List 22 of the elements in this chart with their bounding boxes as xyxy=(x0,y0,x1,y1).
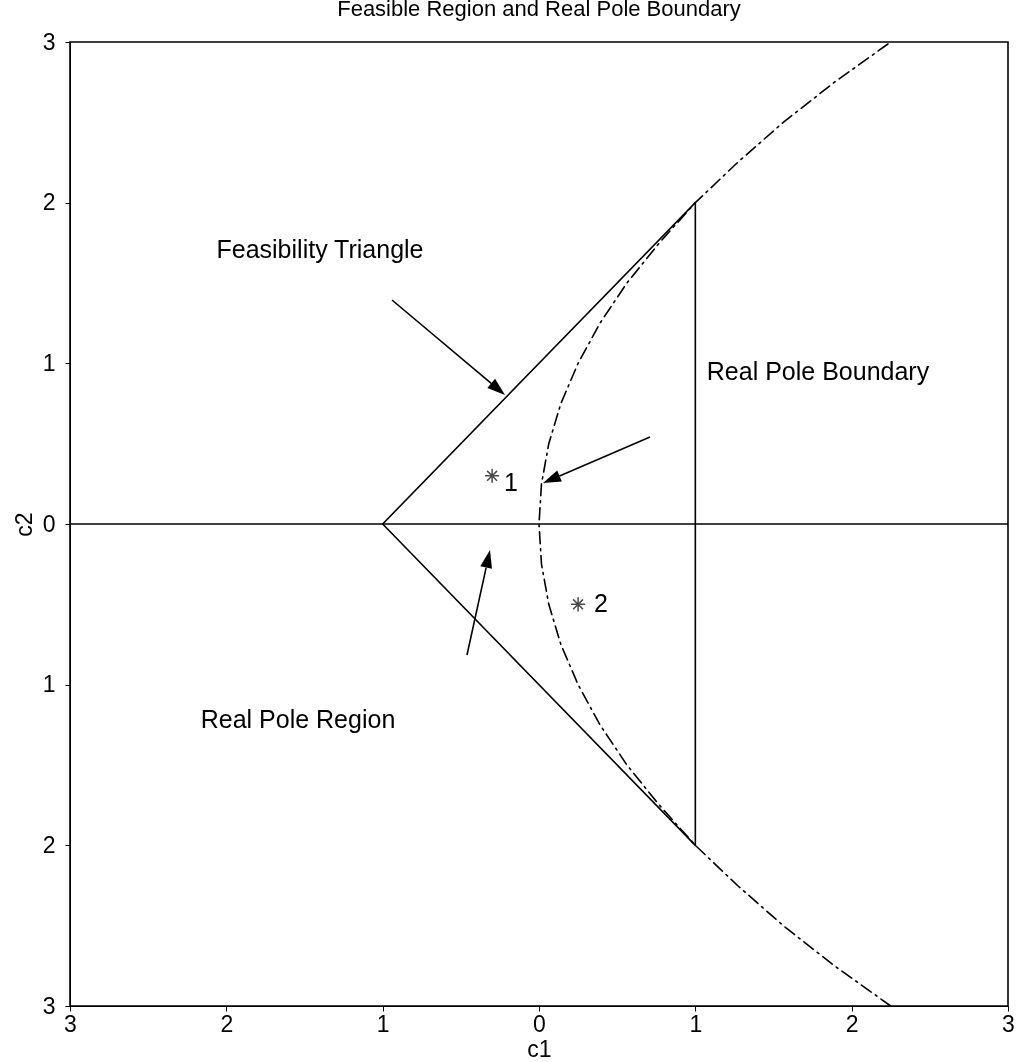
y-tick-label: 2 xyxy=(42,189,56,216)
y-tick-label: 3 xyxy=(42,992,56,1019)
annotation: Real Pole Boundary xyxy=(706,357,930,385)
y-tick-label: 1 xyxy=(42,671,56,698)
y-tick-label: 3 xyxy=(42,28,56,55)
y-tick-label: 1 xyxy=(42,349,56,376)
chart-title: Feasible Region and Real Pole Boundary xyxy=(337,0,741,21)
x-tick-label: 2 xyxy=(220,1010,234,1037)
y-tick-label: 2 xyxy=(42,831,56,858)
annotation: Feasibility Triangle xyxy=(216,235,424,263)
y-axis-title: c2 xyxy=(10,512,37,537)
x-tick-label: 1 xyxy=(376,1010,390,1037)
x-tick-label: 3 xyxy=(1002,1010,1015,1037)
x-tick-label: 3 xyxy=(64,1010,77,1037)
x-axis-title: c1 xyxy=(527,1035,552,1062)
y-tick-label: 0 xyxy=(42,510,56,537)
annotation: Real Pole Region xyxy=(200,705,396,733)
x-tick-label: 2 xyxy=(845,1010,859,1037)
x-tick-label: 1 xyxy=(689,1010,703,1037)
annotation: 2 xyxy=(594,589,608,618)
annotation: 1 xyxy=(504,467,519,496)
x-tick-label: 0 xyxy=(533,1010,546,1037)
